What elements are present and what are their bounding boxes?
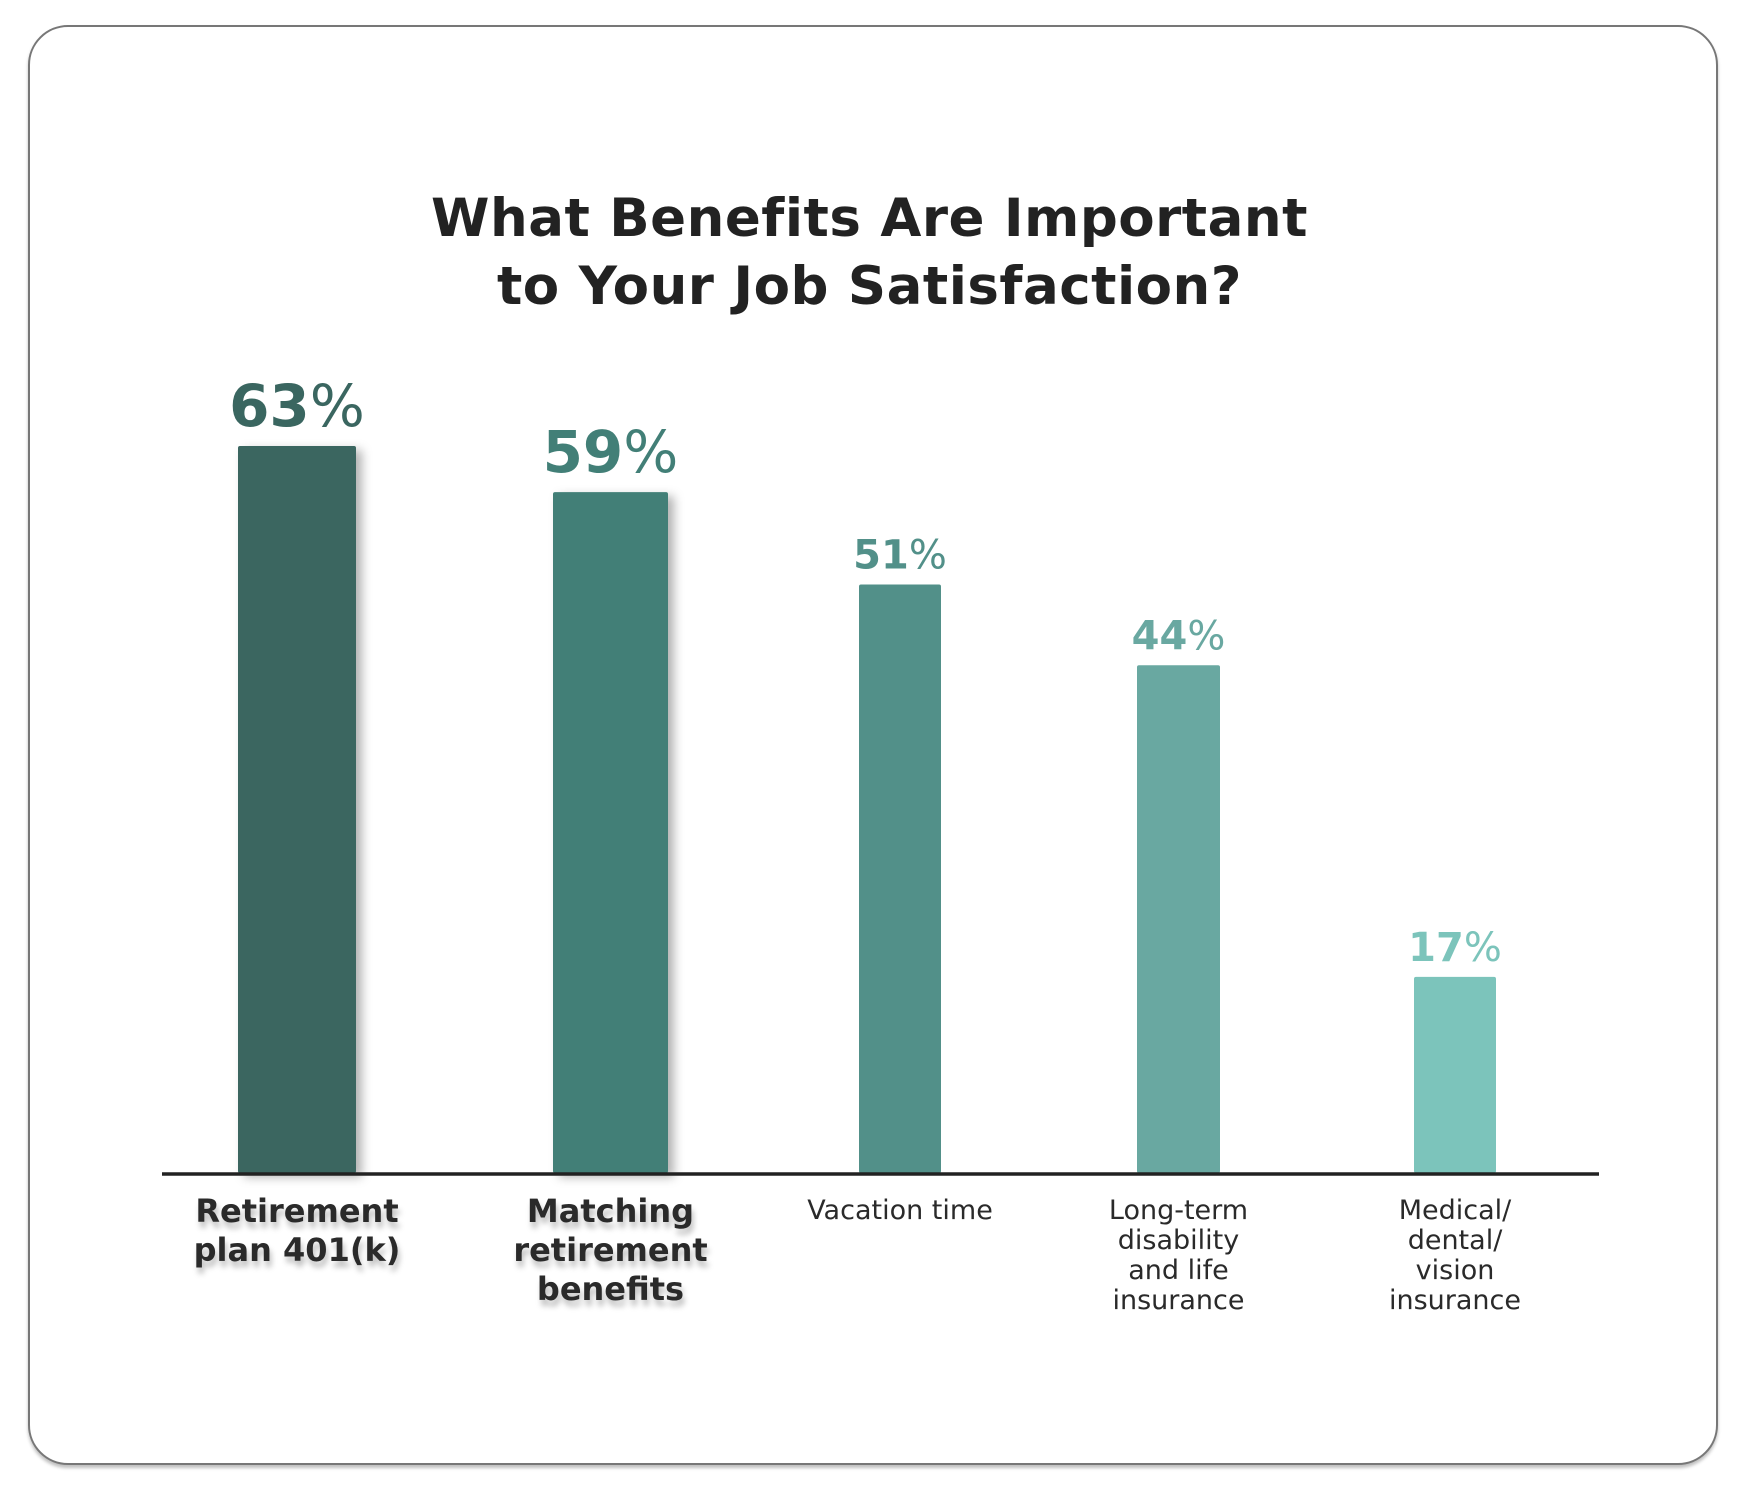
bar-5 xyxy=(1414,976,1496,1173)
category-label-5: Medical/dental/vision insurance xyxy=(1389,1196,1521,1316)
value-label-4: 44% xyxy=(1132,613,1226,659)
category-label-line: and life xyxy=(1128,1255,1229,1286)
value-label-1: 63% xyxy=(229,372,365,440)
category-label-line: dental/ xyxy=(1407,1225,1503,1256)
category-label-line: Retirement xyxy=(195,1192,399,1230)
category-label-line: benefits xyxy=(536,1270,685,1308)
chart-title: What Benefits Are Important to Your Job … xyxy=(0,185,1739,321)
category-label-line: Medical/ xyxy=(1398,1195,1512,1226)
bar-3 xyxy=(859,584,941,1173)
category-label-line: Long-term xyxy=(1108,1195,1249,1226)
value-label-2: 59% xyxy=(543,418,679,486)
category-label-line: insurance xyxy=(1112,1285,1245,1316)
category-label-1: Retirement plan 401(k) xyxy=(194,1192,401,1270)
bar-1 xyxy=(238,446,356,1173)
category-label-line: Vacation time xyxy=(807,1195,993,1226)
category-label-2: Matching retirement benefits xyxy=(513,1192,707,1309)
title-line-1: What Benefits Are Important xyxy=(431,188,1308,249)
value-label-5: 17% xyxy=(1408,925,1502,971)
bar-2 xyxy=(553,492,668,1174)
bar-4 xyxy=(1137,665,1220,1173)
category-label-line: retirement xyxy=(513,1231,708,1269)
category-label-line: plan 401(k) xyxy=(193,1231,401,1269)
category-label-3: Vacation time xyxy=(807,1196,993,1226)
category-label-line: vision xyxy=(1415,1255,1495,1286)
title-line-2: to Your Job Satisfaction? xyxy=(496,256,1243,317)
category-label-line: insurance xyxy=(1388,1285,1522,1316)
category-label-4: Long-term disability and life insurance xyxy=(1109,1196,1248,1316)
value-label-3: 51% xyxy=(853,532,947,578)
category-label-line: disability xyxy=(1117,1225,1240,1256)
category-label-line: Matching xyxy=(526,1192,695,1230)
